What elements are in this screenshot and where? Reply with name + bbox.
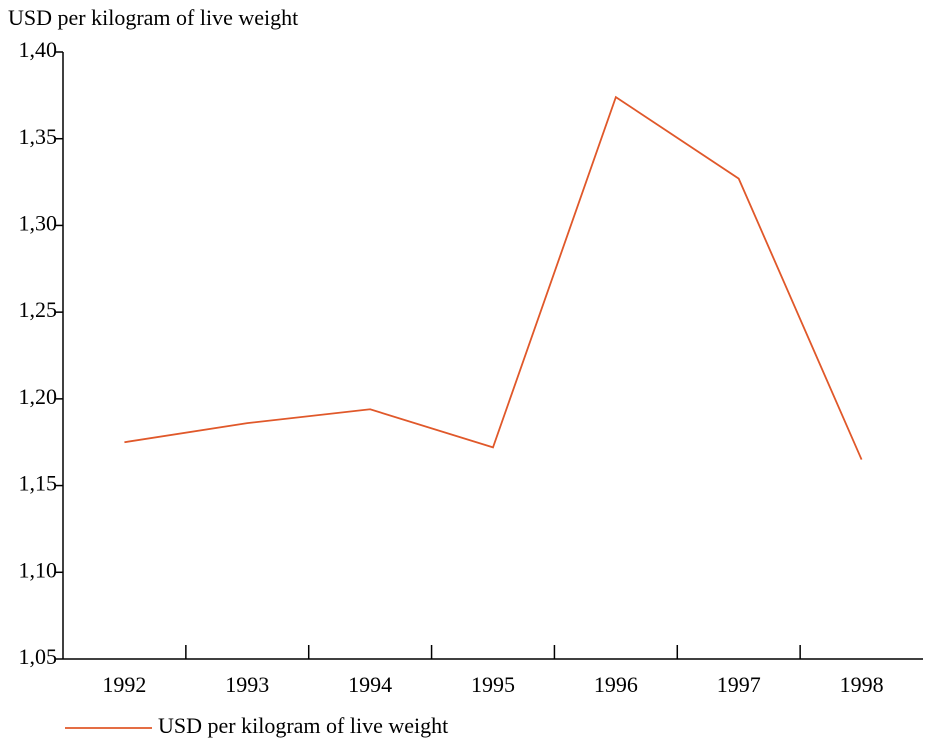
- line-series: [124, 95, 863, 460]
- x-tick-label: 1994: [348, 672, 392, 697]
- x-tick-label: 1992: [102, 672, 146, 697]
- x-tick-label: 1998: [840, 672, 884, 697]
- legend-label: USD per kilogram of live weight: [158, 713, 448, 738]
- y-axis-label: USD per kilogram of live weight: [8, 5, 298, 30]
- x-tick-label: 1997: [717, 672, 761, 697]
- x-tick-label: 1993: [225, 672, 269, 697]
- y-tick-label: 1,40: [19, 37, 58, 62]
- y-tick-label: 1,05: [19, 644, 58, 669]
- y-tick-label: 1,35: [19, 124, 58, 149]
- y-tick-label: 1,25: [19, 297, 58, 322]
- y-tick-label: 1,15: [19, 471, 58, 496]
- x-tick-label: 1996: [594, 672, 638, 697]
- y-tick-label: 1,10: [19, 557, 58, 582]
- x-tick-label: 1995: [471, 672, 515, 697]
- y-tick-label: 1,20: [19, 384, 58, 409]
- y-tick-label: 1,30: [19, 210, 58, 235]
